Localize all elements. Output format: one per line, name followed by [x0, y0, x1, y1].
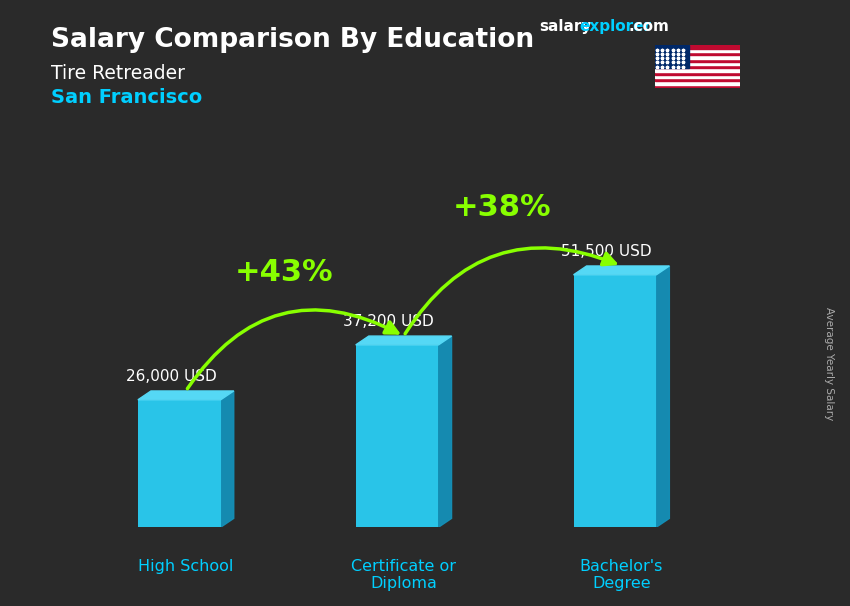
Bar	[654, 65, 740, 68]
Bar	[654, 85, 740, 88]
Bar	[654, 78, 740, 81]
Polygon shape	[221, 391, 234, 527]
FancyArrowPatch shape	[405, 248, 615, 334]
Bar	[138, 400, 221, 527]
Polygon shape	[138, 391, 234, 400]
Bar	[654, 81, 740, 85]
Text: Bachelor's
Degree: Bachelor's Degree	[580, 559, 663, 591]
Bar	[654, 72, 740, 75]
Bar	[654, 68, 740, 72]
Bar	[654, 62, 740, 65]
Text: Salary Comparison By Education: Salary Comparison By Education	[51, 27, 534, 53]
Polygon shape	[355, 336, 451, 345]
Text: +43%: +43%	[235, 258, 333, 287]
Bar	[654, 55, 740, 59]
Text: salary: salary	[540, 19, 592, 35]
Bar	[654, 45, 688, 68]
Text: Tire Retreader: Tire Retreader	[51, 64, 185, 82]
Text: .com: .com	[628, 19, 669, 35]
Bar	[355, 345, 439, 527]
Text: 26,000 USD: 26,000 USD	[126, 368, 217, 384]
Text: Certificate or
Diploma: Certificate or Diploma	[351, 559, 456, 591]
Text: High School: High School	[139, 559, 234, 574]
Polygon shape	[574, 266, 670, 275]
Text: 51,500 USD: 51,500 USD	[561, 244, 652, 259]
Bar	[654, 45, 740, 48]
FancyArrowPatch shape	[187, 310, 398, 388]
Text: Average Yearly Salary: Average Yearly Salary	[824, 307, 834, 420]
Bar	[654, 59, 740, 62]
Bar	[574, 275, 656, 527]
Polygon shape	[656, 266, 670, 527]
Bar	[654, 48, 740, 52]
Polygon shape	[439, 336, 451, 527]
Text: explorer: explorer	[580, 19, 652, 35]
Bar	[654, 75, 740, 78]
Text: San Francisco: San Francisco	[51, 88, 202, 107]
Text: 37,200 USD: 37,200 USD	[343, 314, 434, 328]
Bar	[654, 52, 740, 55]
Text: +38%: +38%	[452, 193, 551, 222]
